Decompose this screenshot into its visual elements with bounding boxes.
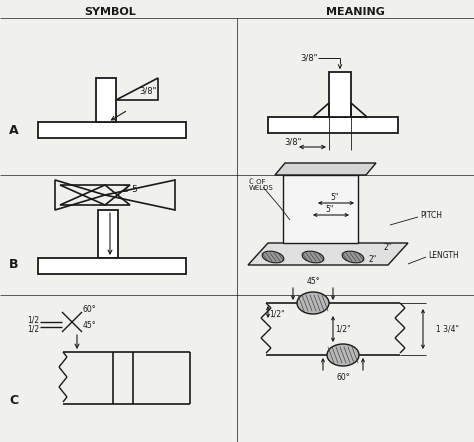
Text: 2": 2" — [369, 255, 377, 264]
Text: 45°: 45° — [306, 277, 320, 286]
Text: 1/2": 1/2" — [269, 309, 284, 319]
Bar — [98, 210, 118, 258]
Bar — [38, 122, 186, 138]
Bar — [329, 72, 351, 117]
Text: 1/2: 1/2 — [27, 316, 39, 324]
Text: B: B — [9, 259, 19, 271]
Text: 3/8": 3/8" — [284, 137, 301, 146]
Text: 5": 5" — [331, 194, 339, 202]
Text: 3/8": 3/8" — [139, 87, 157, 95]
Bar — [96, 78, 116, 122]
Text: 2": 2" — [384, 244, 392, 252]
Polygon shape — [248, 243, 408, 265]
Text: 60°: 60° — [83, 305, 97, 313]
Text: A: A — [9, 123, 19, 137]
Ellipse shape — [342, 251, 364, 263]
Ellipse shape — [327, 344, 359, 366]
Text: 5": 5" — [326, 206, 334, 214]
Text: C: C — [9, 393, 18, 407]
Bar — [38, 258, 186, 274]
Text: 1/2: 1/2 — [27, 324, 39, 334]
Text: PITCH: PITCH — [420, 210, 442, 220]
Text: 3/8": 3/8" — [301, 53, 318, 62]
Polygon shape — [275, 163, 376, 175]
Ellipse shape — [262, 251, 284, 263]
Text: 2–5: 2–5 — [122, 186, 138, 194]
Ellipse shape — [302, 251, 324, 263]
Text: 45°: 45° — [83, 320, 97, 329]
Text: 1/2": 1/2" — [335, 324, 351, 334]
Text: LENGTH: LENGTH — [428, 251, 459, 259]
Text: 60°: 60° — [336, 373, 350, 381]
Bar — [268, 117, 398, 133]
Ellipse shape — [297, 292, 329, 314]
Text: ℂ OF
WELDS: ℂ OF WELDS — [249, 179, 274, 191]
Text: MEANING: MEANING — [326, 7, 384, 17]
Polygon shape — [283, 175, 358, 243]
Text: SYMBOL: SYMBOL — [84, 7, 136, 17]
Text: 1 3/4": 1 3/4" — [436, 324, 459, 334]
